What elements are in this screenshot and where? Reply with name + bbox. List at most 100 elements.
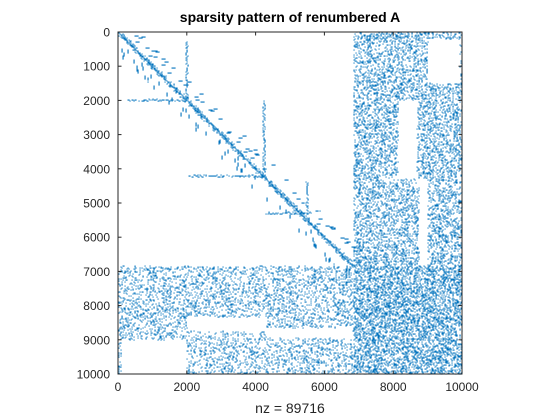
nonzero-marker [370,259,372,261]
nonzero-marker [442,93,444,95]
nonzero-marker [346,270,348,272]
nonzero-marker [369,79,371,81]
nonzero-marker [417,151,419,153]
nonzero-marker [362,245,364,247]
nonzero-marker [405,183,407,185]
nonzero-marker [326,239,328,241]
nonzero-marker [365,175,367,177]
nonzero-marker [359,264,361,266]
nonzero-marker [381,222,383,224]
nonzero-marker [400,76,402,78]
nonzero-marker [404,212,406,214]
nonzero-marker [399,83,401,85]
nonzero-marker [186,97,188,99]
nonzero-marker [287,179,289,181]
nonzero-marker [380,257,382,259]
nonzero-marker [450,257,452,259]
nonzero-marker [240,171,242,173]
nonzero-marker [174,67,176,69]
nonzero-marker [371,169,373,171]
nonzero-marker [392,37,394,39]
nonzero-marker [195,99,197,101]
nonzero-marker [416,225,418,227]
nonzero-marker [394,260,396,262]
nonzero-marker [397,101,399,103]
nonzero-marker [460,232,462,234]
nonzero-marker [370,65,372,67]
nonzero-marker [357,239,359,241]
nonzero-marker [395,152,397,154]
nonzero-marker [426,37,428,39]
nonzero-marker [446,143,448,145]
nonzero-marker [390,190,392,192]
nonzero-marker [382,125,384,127]
nonzero-marker [261,176,263,178]
nonzero-marker [358,192,360,194]
nonzero-marker [417,48,419,50]
nonzero-marker [454,220,456,222]
nonzero-marker [403,259,405,261]
nonzero-marker [452,114,454,116]
nonzero-marker [446,242,448,244]
nonzero-marker [406,252,408,254]
nonzero-marker [320,233,322,235]
nonzero-marker [358,245,360,247]
nonzero-marker [372,125,374,127]
nonzero-marker [264,146,266,148]
nonzero-marker [357,156,359,158]
nonzero-marker [414,51,416,53]
nonzero-marker [411,83,413,85]
nonzero-marker [399,36,401,38]
nonzero-marker [410,73,412,75]
nonzero-marker [376,262,378,264]
nonzero-marker [369,153,371,155]
nonzero-marker [384,55,386,57]
nonzero-marker [354,181,356,183]
nonzero-marker [364,35,366,37]
nonzero-marker [186,80,188,82]
nonzero-marker [378,78,380,80]
nonzero-marker [150,63,152,65]
nonzero-marker [367,128,369,130]
nonzero-marker [459,169,461,171]
nonzero-marker [189,104,191,106]
nonzero-marker [391,70,393,72]
nonzero-marker [150,76,152,78]
nonzero-marker [189,81,191,83]
nonzero-marker [265,168,267,170]
nonzero-marker [331,228,333,230]
nonzero-marker [368,181,370,183]
nonzero-marker [422,70,424,72]
nonzero-marker [316,228,318,230]
nonzero-marker [380,230,382,232]
nonzero-marker [431,93,433,95]
nonzero-marker [204,115,206,117]
nonzero-marker [378,216,380,218]
nonzero-marker [400,36,402,38]
nonzero-marker [456,205,458,207]
nonzero-marker [361,44,363,46]
nonzero-marker [286,201,288,203]
nonzero-marker [391,193,393,195]
nonzero-marker [395,38,397,40]
nonzero-marker [377,210,379,212]
nonzero-marker [422,161,424,163]
nonzero-marker [393,179,395,181]
nonzero-marker [393,107,395,109]
nonzero-marker [288,201,290,203]
nonzero-marker [355,75,357,77]
nonzero-marker [274,186,276,188]
nonzero-marker [195,127,197,129]
nonzero-marker [279,206,281,208]
nonzero-marker [390,118,392,120]
nonzero-marker [377,249,379,251]
nonzero-marker [427,246,429,248]
nonzero-marker [454,235,456,237]
nonzero-marker [457,165,459,167]
nonzero-marker [185,63,187,65]
nonzero-marker [435,160,437,162]
nonzero-marker [459,130,461,132]
nonzero-marker [447,90,449,92]
nonzero-marker [459,158,461,160]
nonzero-marker [441,230,443,232]
